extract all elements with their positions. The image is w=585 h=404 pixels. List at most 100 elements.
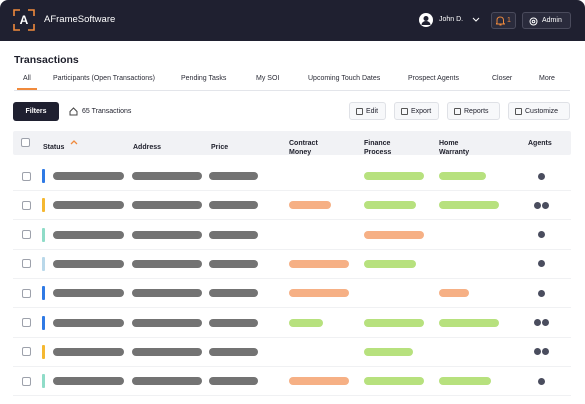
action-button[interactable] xyxy=(508,102,570,120)
progress-bar xyxy=(364,377,424,386)
admin-button[interactable]: Admin xyxy=(522,12,571,29)
action-label[interactable]: Reports xyxy=(464,108,489,115)
tab[interactable]: My SOI xyxy=(256,75,280,82)
status-indicator xyxy=(42,374,45,389)
placeholder-bar xyxy=(53,347,124,356)
progress-bar xyxy=(364,201,416,210)
action-label[interactable]: Edit xyxy=(366,108,379,115)
progress-bar xyxy=(364,230,424,239)
status-indicator xyxy=(42,344,45,359)
placeholder-bar xyxy=(132,347,202,356)
agent-avatar[interactable] xyxy=(537,171,546,181)
placeholder-bar xyxy=(209,318,258,327)
row-checkbox[interactable] xyxy=(22,200,31,210)
row-divider xyxy=(13,307,571,309)
row-checkbox[interactable] xyxy=(22,259,31,269)
tab[interactable]: More xyxy=(539,75,555,82)
placeholder-bar xyxy=(209,377,258,386)
row-checkbox[interactable] xyxy=(22,347,31,357)
tab[interactable]: Upcoming Touch Dates xyxy=(308,75,381,82)
placeholder-bar xyxy=(53,230,124,239)
row-divider xyxy=(13,365,571,367)
tab[interactable]: Participants (Open Transactions) xyxy=(53,75,155,82)
agent-avatar[interactable] xyxy=(537,288,546,298)
progress-bar xyxy=(289,318,323,327)
action-button[interactable] xyxy=(447,102,500,120)
action-button[interactable] xyxy=(349,102,386,120)
tab[interactable]: All xyxy=(23,75,31,82)
progress-bar xyxy=(289,377,349,386)
agent-avatar[interactable] xyxy=(537,376,546,386)
progress-bar xyxy=(364,347,413,356)
column-header: Agents xyxy=(528,140,552,147)
placeholder-bar xyxy=(53,259,124,268)
progress-bar xyxy=(289,289,349,298)
notification-count: 1 xyxy=(507,17,511,24)
row-divider xyxy=(13,336,571,338)
placeholder-bar xyxy=(132,289,202,298)
row-checkbox[interactable] xyxy=(22,288,31,298)
row-checkbox[interactable] xyxy=(22,318,31,327)
user-chevron[interactable] xyxy=(472,17,480,23)
home-icon xyxy=(69,107,78,116)
column-header: Address xyxy=(133,144,162,151)
sort-icon[interactable] xyxy=(70,139,78,145)
tab[interactable]: Prospect Agents xyxy=(408,75,459,82)
logo[interactable]: A xyxy=(19,13,29,27)
top-bar: A AFrameSoftware John D. 1 Admin xyxy=(0,0,585,41)
placeholder-bar xyxy=(209,172,258,180)
agent-avatar[interactable] xyxy=(541,318,550,327)
progress-bar xyxy=(439,201,499,210)
progress-bar xyxy=(289,201,331,210)
column-header: Home Warranty xyxy=(439,140,470,156)
placeholder-bar xyxy=(132,172,202,180)
placeholder-bar xyxy=(132,318,202,327)
placeholder-bar xyxy=(53,289,124,298)
status-indicator xyxy=(42,169,45,183)
placeholder-bar xyxy=(209,230,258,239)
action-button[interactable] xyxy=(394,102,439,120)
transaction-count: 65 Transactions xyxy=(82,108,132,115)
notifications-button[interactable]: 1 xyxy=(491,12,516,29)
progress-bar xyxy=(439,172,486,180)
progress-bar xyxy=(439,289,469,298)
action-icon xyxy=(515,108,522,115)
tab-underline xyxy=(17,88,37,90)
tab-divider xyxy=(14,90,570,91)
status-indicator xyxy=(42,315,45,330)
placeholder-bar xyxy=(209,289,258,298)
placeholder-bar xyxy=(209,201,258,210)
row-checkbox[interactable] xyxy=(22,171,31,181)
row-checkbox[interactable] xyxy=(22,376,31,386)
row-divider xyxy=(13,190,571,191)
placeholder-bar xyxy=(53,377,124,386)
progress-bar xyxy=(364,172,424,180)
app-name: AFrameSoftware xyxy=(44,14,116,25)
tab[interactable]: Pending Tasks xyxy=(181,75,227,82)
tab[interactable]: Closer xyxy=(492,75,513,82)
agent-avatar[interactable] xyxy=(537,230,546,240)
filters-button[interactable]: Filters xyxy=(13,102,59,121)
agent-avatar[interactable] xyxy=(541,200,550,210)
placeholder-bar xyxy=(53,201,124,210)
user-name[interactable]: John D. xyxy=(439,16,464,23)
column-header: Finance Process xyxy=(364,140,392,156)
column-header: Status xyxy=(43,144,65,151)
progress-bar xyxy=(439,318,499,327)
gear-icon xyxy=(529,17,538,26)
select-all-checkbox[interactable] xyxy=(21,138,30,147)
user-avatar[interactable] xyxy=(419,13,433,27)
agent-avatar[interactable] xyxy=(541,347,550,357)
action-label[interactable]: Export xyxy=(411,108,432,115)
status-indicator xyxy=(42,227,45,242)
placeholder-bar xyxy=(209,347,258,356)
placeholder-bar xyxy=(53,172,124,180)
admin-label: Admin xyxy=(542,17,562,24)
agent-avatar[interactable] xyxy=(537,259,546,269)
placeholder-bar xyxy=(132,377,202,386)
progress-bar xyxy=(439,377,491,386)
bell-icon xyxy=(496,16,505,26)
row-checkbox[interactable] xyxy=(22,230,31,240)
action-label[interactable]: Customize xyxy=(525,108,559,115)
